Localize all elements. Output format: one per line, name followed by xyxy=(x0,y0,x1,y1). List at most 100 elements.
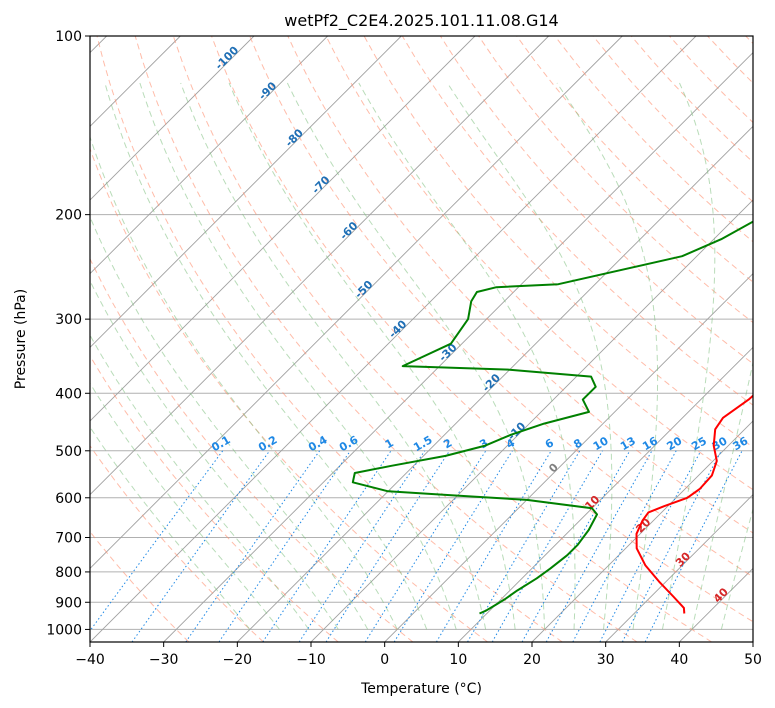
isotherm-label: -20 xyxy=(480,371,503,394)
isotherm-label: -70 xyxy=(309,173,332,196)
x-axis-label: Temperature (°C) xyxy=(360,681,482,697)
x-tick-label: 20 xyxy=(523,652,541,668)
dry-adiabat-line xyxy=(287,36,753,534)
y-tick-label: 600 xyxy=(55,491,82,507)
isotherm-line xyxy=(90,36,623,569)
dry-adiabat-line xyxy=(134,36,638,642)
moist-adiabat-line xyxy=(720,507,753,630)
moist-adiabat-line xyxy=(90,334,310,630)
dry-adiabat-line xyxy=(745,36,753,45)
isotherm-label: -50 xyxy=(352,278,375,301)
dry-adiabat-line xyxy=(439,36,753,365)
mixing-ratio-line xyxy=(521,450,631,642)
dry-adiabat-line xyxy=(96,36,563,642)
mixing-ratio-line xyxy=(572,450,677,642)
x-tick-label: 30 xyxy=(597,652,615,668)
x-axis-ticks: −40 −30 −20 −10 0 10 20 30 40 50 xyxy=(75,642,762,668)
mixing-ratio-label: 6 xyxy=(543,436,556,451)
x-tick-label: −10 xyxy=(296,652,326,668)
mixing-ratio-line xyxy=(298,450,426,642)
x-tick-label: −20 xyxy=(223,652,253,668)
mixing-ratio-line xyxy=(90,450,224,632)
moist-adiabat-line xyxy=(228,82,516,630)
dry-adiabat-line xyxy=(172,36,712,642)
y-tick-label: 900 xyxy=(55,595,82,611)
dry-adiabat-line xyxy=(478,36,753,324)
isotherm-line xyxy=(90,36,697,642)
dry-adiabat-line xyxy=(516,36,753,283)
moist-adiabat-line xyxy=(90,279,339,630)
x-tick-label: 50 xyxy=(744,652,762,668)
mixing-ratio-line xyxy=(262,450,392,642)
moist-adiabat-line xyxy=(446,82,613,630)
moist-adiabat-line xyxy=(661,82,716,630)
isotherm-line xyxy=(605,494,753,642)
moist-adiabat-line xyxy=(104,82,428,630)
isotherm-line xyxy=(458,346,753,642)
isotherm-line xyxy=(90,36,549,496)
isotherm-label: -100 xyxy=(213,44,242,73)
moist-adiabat-line xyxy=(90,215,369,630)
y-tick-label: 700 xyxy=(55,531,82,547)
y-tick-label: 300 xyxy=(55,312,82,328)
profile-lines xyxy=(351,220,753,615)
y-tick-label: 800 xyxy=(55,565,82,581)
x-tick-label: −40 xyxy=(75,652,105,668)
isotherm-label: -90 xyxy=(256,79,279,102)
isotherm-line xyxy=(90,36,476,422)
dry-adiabat-line xyxy=(211,36,753,623)
mixing-ratio-line xyxy=(325,450,451,642)
moist-adiabat-line xyxy=(691,360,753,630)
y-tick-label: 500 xyxy=(55,444,82,460)
moist-adiabat-line xyxy=(90,382,280,630)
x-tick-label: −30 xyxy=(149,652,179,668)
x-tick-label: 10 xyxy=(449,652,467,668)
y-tick-label: 1000 xyxy=(46,622,82,638)
dry-adiabat-line xyxy=(90,444,264,642)
moist-adiabat-line xyxy=(556,82,659,630)
mixing-ratio-line xyxy=(545,450,653,642)
isotherm-line xyxy=(163,52,753,642)
reference-labels: 0.1 0.2 0.4 0.6 1 1.5 2 3 4 6 8 10 13 16 20 25 30 36-100-… xyxy=(209,44,750,606)
dry-adiabat-line xyxy=(249,36,753,578)
y-axis-label: Pressure (hPa) xyxy=(13,289,29,389)
dry-adiabat-line xyxy=(90,257,414,642)
chart-title: wetPf2_C2E4.2025.101.11.08.G14 xyxy=(284,11,558,31)
isotherm-label: -80 xyxy=(283,126,306,149)
y-tick-label: 400 xyxy=(55,386,82,402)
moist-adiabat-line xyxy=(90,135,398,630)
mixing-ratio-line xyxy=(644,450,743,642)
isotherm-line xyxy=(310,199,753,642)
dry-adiabat-line xyxy=(90,354,339,642)
mixing-ratio-line xyxy=(131,450,271,642)
mixing-ratio-label: 2 xyxy=(441,436,454,451)
dry-adiabat-line xyxy=(325,36,753,491)
dry-adiabat-line xyxy=(90,147,488,642)
mixing-ratio-line xyxy=(218,450,351,642)
y-tick-label: 100 xyxy=(55,29,82,45)
isotherm-label: 30 xyxy=(673,549,693,569)
isotherm-line xyxy=(90,36,328,275)
isotherm-line xyxy=(237,125,753,642)
isotherm-line xyxy=(531,420,753,642)
y-axis-ticks: 100 200 300 400 500 600 700 800 900 1000 xyxy=(46,29,90,638)
moist-adiabat-line xyxy=(286,82,546,630)
dewpoint-line xyxy=(351,220,753,615)
plot-frame xyxy=(89,35,754,643)
mixing-ratio-line xyxy=(435,450,552,642)
isotherm-line xyxy=(679,567,753,642)
x-tick-label: 0 xyxy=(380,652,389,668)
isotherm-line xyxy=(384,273,753,642)
mixing-ratio-line xyxy=(364,450,487,642)
isotherm-line xyxy=(90,36,255,201)
isotherm-label: -40 xyxy=(386,317,409,340)
mixing-ratio-line xyxy=(599,450,702,642)
x-tick-label: 40 xyxy=(670,652,688,668)
isotherm-line xyxy=(752,641,753,642)
moist-adiabat-line xyxy=(358,82,576,630)
mixing-ratio-line xyxy=(185,450,321,642)
moist-adiabat-line xyxy=(139,82,457,630)
temperature-line xyxy=(635,394,753,614)
isotherm-label: -60 xyxy=(337,219,360,242)
